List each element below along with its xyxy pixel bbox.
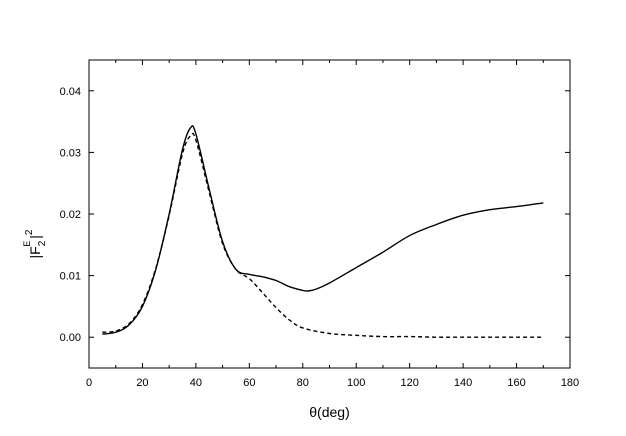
y-axis-title-close: |: [27, 235, 43, 239]
y-axis-title: |F2E|2: [22, 229, 48, 258]
x-tick-label: 160: [507, 377, 525, 389]
y-axis: 0.00 0.01 0.02 0.03 0.04: [60, 86, 570, 344]
x-tick-label: 20: [136, 377, 148, 389]
y-tick-label: 0.00: [60, 332, 81, 344]
plot-border: [88, 59, 571, 369]
y-axis-title-power: 2: [24, 229, 35, 235]
x-axis-title: θ(deg): [309, 404, 349, 420]
dashed-series-line: [102, 132, 544, 338]
y-tick-label: 0.03: [60, 147, 81, 159]
x-axis: 0 20 40 60 80 100 120 140 160 180: [86, 60, 579, 389]
plot-frame: [88, 59, 571, 369]
solid-series-line: [102, 125, 544, 335]
x-tick-label: 100: [347, 377, 365, 389]
y-axis-title-superscript: E: [22, 241, 32, 247]
series-group: [102, 125, 544, 338]
y-tick-label: 0.02: [60, 209, 81, 221]
x-tick-label: 60: [243, 377, 255, 389]
x-tick-label: 120: [400, 377, 418, 389]
y-tick-label: 0.04: [60, 86, 81, 98]
y-axis-title-base: |F: [27, 246, 43, 258]
x-tick-label: 180: [561, 377, 579, 389]
y-tick-label: 0.01: [60, 271, 81, 283]
x-tick-label: 140: [454, 377, 472, 389]
x-tick-label: 40: [190, 377, 202, 389]
x-tick-label: 80: [297, 377, 309, 389]
y-axis-title-subscript: 2: [37, 240, 48, 246]
svg-text:|F2E|2: |F2E|2: [22, 229, 48, 258]
x-tick-label: 0: [86, 377, 92, 389]
